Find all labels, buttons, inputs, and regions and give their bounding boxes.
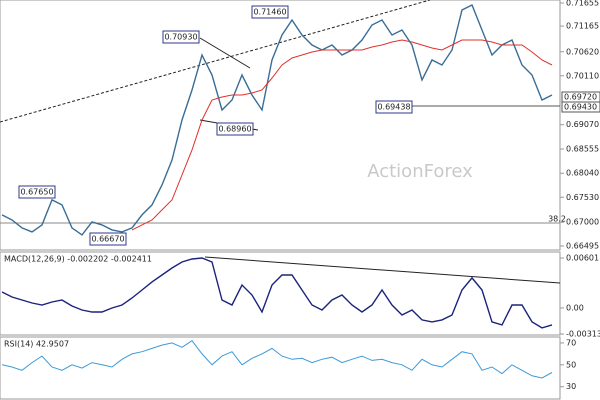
macd-title: MACD(12,26,9) -0.002202 -0.002411: [4, 255, 152, 264]
rsi-panel: [0, 336, 561, 400]
price-panel: [0, 0, 561, 251]
y-tick-label: 0.67000: [566, 218, 599, 227]
annotation-box: [216, 122, 254, 136]
price-label: 0.69720: [564, 93, 597, 102]
y-tick-label: 0.00601: [566, 253, 599, 262]
y-tick-label: 0.71655: [566, 0, 599, 8]
y-tick-label: -0.003135: [566, 330, 600, 339]
annotation-box: [375, 100, 413, 114]
annotation-box: [89, 232, 127, 246]
y-tick-label: 0.67530: [566, 193, 599, 202]
y-tick-label: 70: [566, 338, 576, 347]
series-line: [1, 257, 553, 329]
trend-line: [0, 0, 431, 123]
y-tick-label: 0.70110: [566, 71, 599, 80]
y-tick-label: 0.68555: [566, 144, 599, 153]
annotation: 0.71460: [253, 8, 286, 17]
price-label-box: [561, 101, 600, 113]
watermark: ActionForex: [367, 161, 473, 182]
annotation: 38.2: [548, 215, 566, 224]
series-line: [1, 4, 553, 236]
y-tick-label: 0.71165: [566, 22, 599, 31]
annotation: 0.68960: [218, 125, 251, 134]
annotation: 0.70930: [164, 33, 197, 42]
y-tick-label: 50: [566, 360, 576, 369]
annotation: 0.66670: [91, 235, 124, 244]
annotation: 0.69438: [377, 103, 410, 112]
macd-trend-line: [204, 256, 561, 284]
price-label: 0.69430: [564, 103, 597, 112]
trend-line: [199, 37, 251, 69]
annotation-box: [162, 30, 200, 44]
y-tick-label: 0.70620: [566, 47, 599, 56]
annotation: 0.67650: [20, 188, 53, 197]
series-line: [1, 340, 553, 379]
macd-panel: [0, 251, 561, 336]
annotation-box: [18, 185, 56, 199]
y-tick-label: 0.68040: [566, 169, 599, 178]
series-line: [131, 39, 553, 231]
y-tick-label: 30: [566, 382, 576, 391]
y-tick-label: 0.00: [566, 303, 584, 312]
rsi-title: RSI(14) 42.9507: [4, 340, 69, 349]
y-tick-label: 0.66495: [566, 241, 599, 250]
y-tick-label: 0.69070: [566, 120, 599, 129]
annotation-box: [251, 5, 289, 19]
